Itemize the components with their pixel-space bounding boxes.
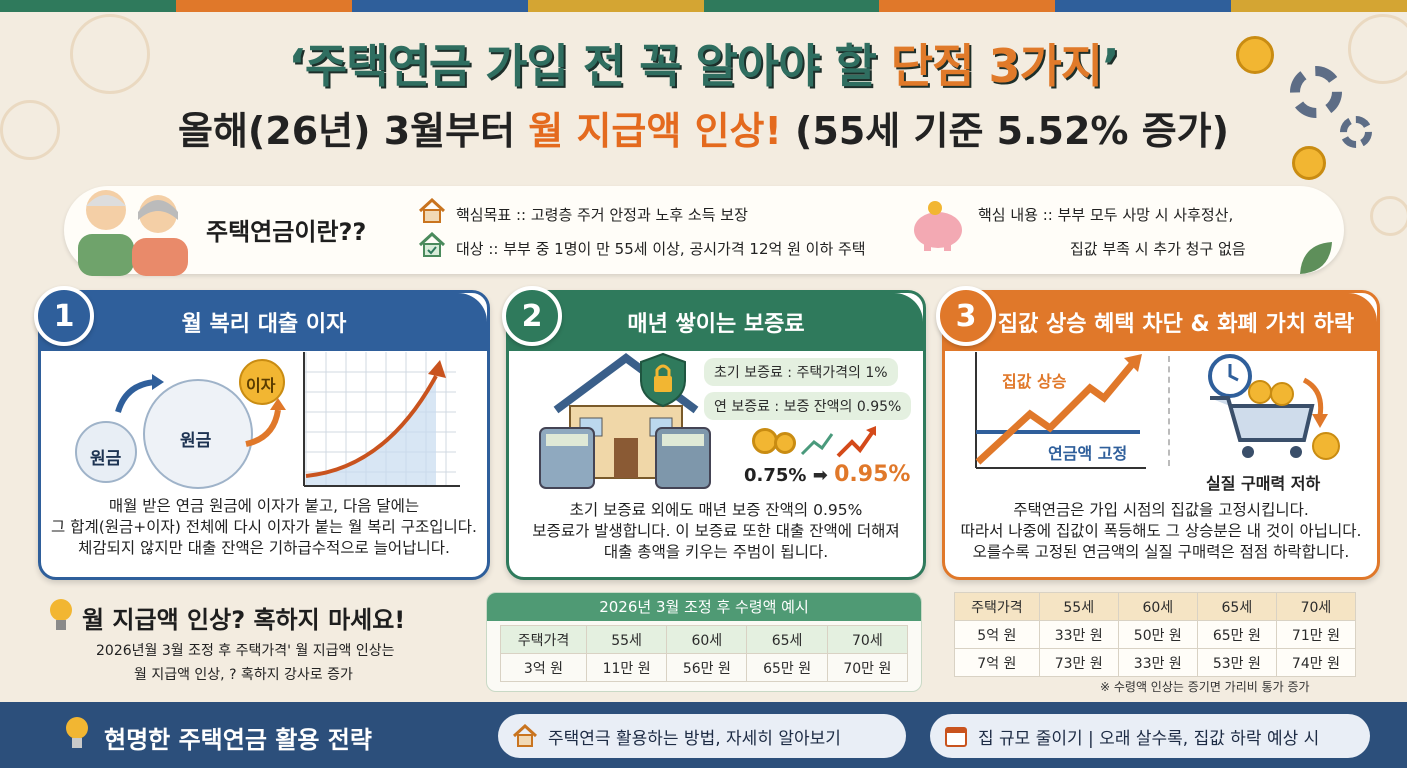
price-rise-chart	[975, 352, 1146, 469]
card2-title: 매년 쌓이는 보증료	[627, 312, 805, 337]
house-icon	[418, 198, 446, 223]
table-row: 5억 원 33만 원 50만 원 65만 원 71만 원	[954, 620, 1357, 649]
elderly-couple-icon	[78, 190, 188, 276]
tip-line-2: 월 지급액 인상, ? 혹하지 강사로 증가	[134, 667, 353, 683]
right-table: 주택가격 55세 60세 65세 70세 5억 원 33만 원 50만 원 65만 원 71만 …	[954, 592, 1357, 677]
gear-icon	[1290, 66, 1342, 118]
pattern-icon	[70, 14, 150, 94]
top-color-stripe	[0, 0, 1407, 12]
card1-title: 월 복리 대출 이자	[181, 312, 347, 337]
card1-number: 1	[34, 286, 94, 346]
coin-icon	[1292, 146, 1326, 180]
card3-title: 집값 상승 혜택 차단 & 화폐 가치 하락	[997, 312, 1355, 337]
intro-question: 주택연금이란??	[206, 218, 367, 246]
coin-icon	[1236, 36, 1274, 74]
ball-big-label: 원금	[180, 431, 212, 451]
card3-header: 집값 상승 혜택 차단 & 화폐 가치 하락	[945, 293, 1377, 351]
guide-link-label: 주택연극 활용하는 방법, 자세히 알아보기	[548, 728, 841, 749]
house-icon	[512, 724, 538, 747]
rise-label: 집값 상승	[1002, 372, 1067, 391]
mid-table-box: 2026년 3월 조정 후 수령액 예시 주택가격 55세 60세 65세 70세 3억…	[486, 592, 922, 692]
intro-box	[64, 186, 1344, 274]
right-table-note: ※ 수령액 인상는 증기면 가리비 통가 증가	[1100, 680, 1310, 694]
strategy-title: 현명한 주택연금 활용 전략	[104, 726, 372, 754]
rate-change: 0.75% ➡ 0.95%	[744, 462, 911, 487]
card2-text: 초기 보증료 외에도 매년 보증 잔액의 0.95% 보증료가 발생합니다. 이…	[532, 501, 900, 561]
table-row: 주택가격 55세 60세 65세 70세	[954, 592, 1357, 621]
title-highlight: 단점 3가지	[890, 39, 1103, 93]
fee-label-annual: 연 보증료 : 보증 잔액의 0.95%	[704, 392, 912, 420]
rising-arrow-icon	[800, 426, 876, 458]
intro-goal: 핵심목표 :: 고령층 주거 안정과 노후 소득 보장	[456, 206, 748, 224]
calendar-icon	[945, 727, 967, 747]
fixed-label: 연금액 고정	[1048, 444, 1128, 463]
main-title: ‘주택연금 가입 전 꼭 알아야 할 단점 3가지’	[288, 39, 1119, 93]
ball-small-label: 원금	[90, 449, 122, 469]
ball-interest-label: 이자	[246, 376, 276, 395]
card3-number: 3	[936, 286, 996, 346]
fee-label-initial: 초기 보증료 : 주택가격의 1%	[704, 358, 898, 386]
house-check-icon	[418, 232, 446, 257]
tip-line-1: 2026년월 3월 조정 후 주택가격' 월 지급액 인상는	[96, 643, 395, 659]
coin-icon	[774, 432, 796, 454]
leaf-icon	[1300, 242, 1332, 274]
guide-link-button[interactable]: 주택연극 활용하는 방법, 자세히 알아보기	[498, 714, 906, 758]
lightbulb-icon	[50, 599, 72, 630]
cart-label: 실질 구매력 저하	[1206, 474, 1321, 493]
downsize-tip-label: 집 규모 줄이기 | 오래 살수록, 집값 하락 예상 시	[978, 728, 1320, 749]
table-row: 7억 원 73만 원 33만 원 53만 원 74만 원	[954, 648, 1357, 677]
intro-content-2: 집값 부족 시 추가 청구 없음	[1070, 240, 1246, 258]
shopping-cart-icon	[1208, 354, 1340, 460]
gear-icon	[1340, 116, 1372, 148]
house-calculator-illustration	[539, 353, 711, 489]
lightbulb-icon	[66, 717, 88, 748]
mid-table: 주택가격 55세 60세 65세 70세 3억 원 11만 원 56만 원 65만 원 70만 …	[500, 625, 909, 682]
card1-text: 매월 받은 연금 원금에 이자가 붙고, 다음 달에는 그 합계(원금+이자) …	[51, 497, 477, 557]
intro-content-1: 핵심 내용 :: 부부 모두 사망 시 사후정산,	[978, 206, 1234, 224]
table-row: 주택가격 55세 60세 65세 70세	[500, 625, 909, 654]
shield-lock-icon	[640, 352, 686, 408]
piggy-bank-icon	[914, 201, 962, 251]
subtitle-highlight: 월 지급액 인상!	[528, 109, 782, 153]
pattern-icon	[1370, 196, 1407, 236]
divider	[1168, 356, 1170, 466]
card2-header: 매년 쌓이는 보증료	[509, 293, 923, 351]
downsize-tip-button[interactable]: 집 규모 줄이기 | 오래 살수록, 집값 하락 예상 시	[930, 714, 1370, 758]
card3-text: 주택연금은 가입 시점의 집값을 고정시킵니다. 따라서 나중에 집값이 폭등해…	[960, 501, 1362, 561]
compound-interest-illustration	[75, 352, 460, 489]
intro-target: 대상 :: 부부 중 1명이 만 55세 이상, 공시가격 12억 원 이하 주…	[456, 240, 866, 258]
card2-number: 2	[502, 286, 562, 346]
pattern-icon	[1348, 14, 1407, 84]
card1-header: 월 복리 대출 이자	[41, 293, 487, 351]
subtitle: 올해(26년) 3월부터 월 지급액 인상! (55세 기준 5.52% 증가)	[177, 109, 1229, 153]
pattern-icon	[0, 100, 60, 160]
arrow-right-icon: ➡	[812, 465, 828, 486]
table-row: 3억 원 11만 원 56만 원 65만 원 70만 원	[500, 653, 909, 682]
mid-table-caption: 2026년 3월 조정 후 수령액 예시	[487, 593, 921, 621]
tip-heading: 월 지급액 인상? 혹하지 마세요!	[82, 606, 406, 634]
